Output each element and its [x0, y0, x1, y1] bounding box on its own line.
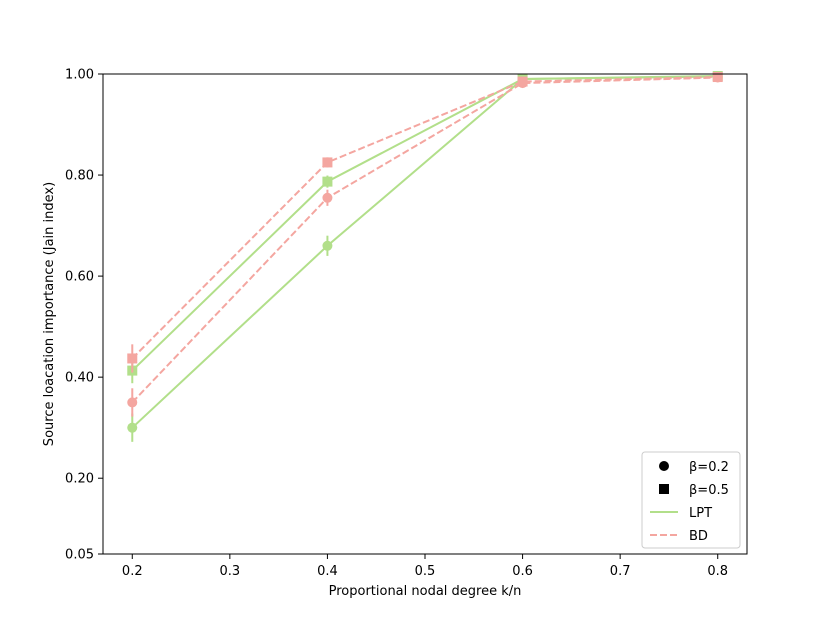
y-axis: 0.05 0.20 0.40 0.60 0.80 1.00 — [65, 68, 103, 563]
y-tick-label: 0.20 — [65, 472, 94, 487]
series-lpt-beta-02 — [127, 71, 723, 442]
data-point — [127, 353, 138, 364]
y-tick-label: 1.00 — [65, 68, 94, 83]
data-point — [322, 192, 333, 203]
series-layer — [127, 71, 723, 442]
legend-box — [641, 451, 741, 549]
x-tick-label: 0.6 — [512, 564, 533, 579]
legend-marker-circle — [659, 461, 669, 471]
legend-label: β=0.2 — [689, 460, 729, 475]
data-point — [127, 397, 138, 408]
data-point — [712, 72, 723, 83]
series-line — [131, 75, 718, 429]
x-tick-label: 0.5 — [415, 564, 436, 579]
x-axis: 0.2 0.3 0.4 0.5 0.6 0.7 0.8 — [122, 554, 728, 579]
x-tick-label: 0.7 — [610, 564, 631, 579]
y-tick-label: 0.05 — [65, 548, 94, 563]
data-point — [322, 240, 333, 251]
x-axis-label: Proportional nodal degree k/n — [329, 584, 522, 599]
x-tick-label: 0.3 — [220, 564, 241, 579]
legend-label: β=0.5 — [689, 483, 729, 498]
x-tick-label: 0.8 — [707, 564, 728, 579]
y-tick-label: 0.60 — [65, 270, 94, 285]
data-point — [517, 76, 528, 87]
plot-area — [102, 71, 748, 555]
x-tick-label: 0.4 — [317, 564, 338, 579]
data-point — [322, 176, 333, 187]
legend-marker-square — [659, 484, 669, 494]
y-tick-label: 0.40 — [65, 371, 94, 386]
y-tick-label: 0.80 — [65, 169, 94, 184]
x-tick-label: 0.2 — [122, 564, 143, 579]
data-point — [322, 157, 333, 168]
series-lpt-beta-05 — [127, 71, 723, 384]
series-line — [131, 76, 718, 360]
data-point — [127, 422, 138, 433]
y-axis-label: Source loacation importance (Jain index) — [42, 182, 57, 446]
series-line — [131, 76, 718, 404]
series-line — [131, 75, 718, 372]
series-bd-beta-05 — [127, 72, 723, 373]
legend: β=0.2 β=0.5 LPT BD — [641, 451, 741, 549]
legend-label: LPT — [689, 506, 712, 521]
series-bd-beta-02 — [127, 72, 723, 417]
legend-label: BD — [689, 529, 708, 544]
